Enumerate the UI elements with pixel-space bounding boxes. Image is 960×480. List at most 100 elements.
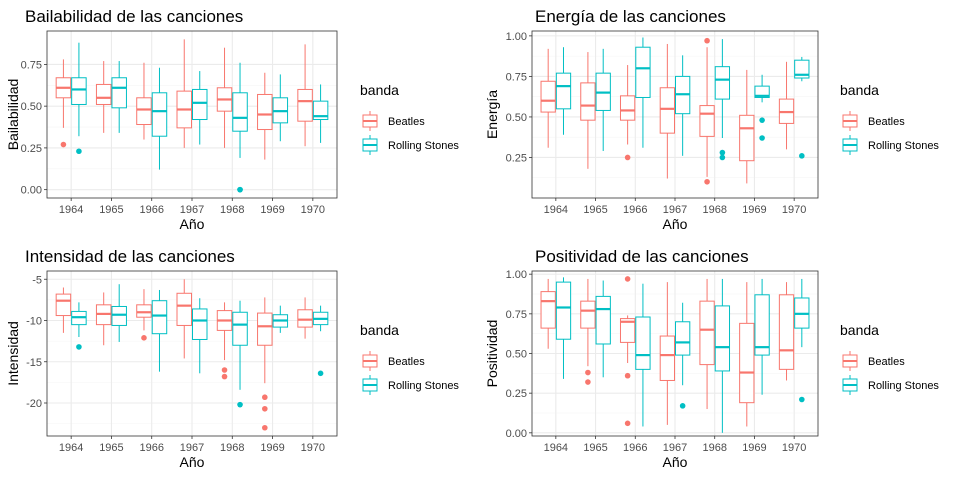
legend-label: Rolling Stones bbox=[388, 380, 459, 392]
boxplot-rolling-stones-1970 bbox=[794, 278, 810, 403]
x-tick-label: 1964 bbox=[544, 442, 568, 454]
boxplot-beatles-1970 bbox=[297, 44, 313, 147]
legend-label: Beatles bbox=[868, 116, 905, 128]
x-tick-label: 1969 bbox=[260, 442, 284, 454]
boxplot-rolling-stones-1964 bbox=[71, 42, 87, 155]
legend: banda Beatles Rolling Stones bbox=[360, 322, 459, 395]
legend-label: Rolling Stones bbox=[868, 380, 939, 392]
x-tick-label: 1970 bbox=[782, 442, 806, 454]
box bbox=[714, 66, 731, 100]
x-tick-label: 1966 bbox=[139, 442, 163, 454]
x-tick-label: 1964 bbox=[59, 204, 83, 216]
boxplot-beatles-1969 bbox=[739, 69, 755, 184]
outlier-point bbox=[799, 153, 805, 159]
boxplot-rolling-stones-1966 bbox=[151, 289, 168, 372]
box bbox=[555, 281, 572, 340]
box bbox=[257, 312, 273, 346]
y-tick-label: 0.75 bbox=[506, 309, 527, 321]
y-tick-label: 0.75 bbox=[506, 71, 527, 83]
box bbox=[794, 59, 810, 79]
y-tick-label: 0.00 bbox=[506, 428, 527, 440]
y-tick-label: 0.25 bbox=[506, 152, 527, 164]
x-tick-label: 1966 bbox=[623, 442, 647, 454]
boxplot-beatles-1968 bbox=[216, 302, 233, 380]
boxplot-beatles-1967 bbox=[176, 39, 192, 148]
x-axis-title: Año bbox=[663, 454, 688, 470]
boxplot-beatles-1969 bbox=[257, 297, 273, 431]
x-axis-title: Año bbox=[180, 216, 205, 232]
y-tick-label: 1.00 bbox=[506, 31, 527, 43]
outlier-point bbox=[237, 186, 243, 193]
outlier-point bbox=[262, 405, 268, 412]
outlier-point bbox=[759, 117, 765, 123]
boxplot-rolling-stones-1969 bbox=[272, 305, 289, 333]
outlier-point bbox=[719, 154, 726, 161]
x-tick-label: 1966 bbox=[139, 204, 163, 216]
x-tick-label: 1969 bbox=[742, 204, 766, 216]
box bbox=[699, 300, 715, 366]
legend-key-beatles bbox=[362, 351, 378, 371]
outlier-point bbox=[799, 396, 805, 403]
box bbox=[297, 309, 313, 328]
boxplot-beatles-1967 bbox=[176, 279, 192, 359]
panel-1: 0.00 0.25 0.50 0.75 1964 1965 1966 1967 1968 1969… bbox=[5, 7, 459, 232]
x-tick-label: 1967 bbox=[663, 442, 687, 454]
x-tick-label: 1968 bbox=[702, 204, 726, 216]
box bbox=[151, 92, 168, 137]
boxplot-rolling-stones-1968 bbox=[714, 39, 731, 161]
boxplot-beatles-1966 bbox=[619, 276, 636, 427]
y-tick-label: -5 bbox=[32, 274, 42, 286]
boxplot-rolling-stones-1965 bbox=[111, 61, 127, 133]
x-tick-label: 1967 bbox=[180, 442, 204, 454]
legend-title: banda bbox=[360, 82, 399, 98]
chart-title: Energía de las canciones bbox=[535, 7, 726, 26]
outlier-point bbox=[585, 379, 591, 385]
boxplot-rolling-stones-1964 bbox=[71, 302, 87, 350]
legend-key-rolling-stones bbox=[842, 375, 858, 395]
boxplot-beatles-1970 bbox=[778, 61, 795, 150]
outlier-point bbox=[624, 420, 631, 427]
box bbox=[297, 88, 313, 122]
box bbox=[71, 77, 87, 105]
boxplot-rolling-stones-1968 bbox=[714, 278, 731, 433]
box bbox=[580, 82, 596, 121]
box bbox=[111, 305, 127, 326]
outlier-point bbox=[624, 372, 631, 379]
box bbox=[739, 114, 755, 162]
x-tick-label: 1964 bbox=[544, 204, 568, 216]
boxplot-beatles-1964 bbox=[540, 278, 556, 349]
legend-label: Rolling Stones bbox=[868, 140, 939, 152]
legend-key-beatles bbox=[842, 111, 858, 131]
legend-label: Beatles bbox=[868, 356, 905, 368]
boxplot-rolling-stones-1970 bbox=[312, 84, 329, 143]
x-tick-label: 1969 bbox=[742, 442, 766, 454]
chart-title: Intensidad de las canciones bbox=[25, 247, 235, 266]
boxplot-rolling-stones-1968 bbox=[232, 300, 248, 408]
boxplot-beatles-1966 bbox=[136, 62, 152, 140]
box bbox=[111, 77, 127, 109]
x-tick-label: 1966 bbox=[623, 204, 647, 216]
legend-label: Rolling Stones bbox=[388, 140, 459, 152]
boxplot-rolling-stones-1967 bbox=[192, 71, 208, 145]
box bbox=[540, 291, 556, 329]
outlier-point bbox=[141, 335, 147, 341]
boxplot-beatles-1964 bbox=[55, 59, 72, 148]
boxplot-beatles-1966 bbox=[619, 65, 636, 161]
outlier-point bbox=[76, 148, 82, 155]
box bbox=[714, 305, 731, 372]
box bbox=[136, 304, 152, 318]
y-tick-label: 0.50 bbox=[21, 101, 42, 113]
x-tick-label: 1968 bbox=[220, 442, 244, 454]
boxplot-rolling-stones-1964 bbox=[555, 277, 572, 379]
boxplot-beatles-1966 bbox=[136, 289, 152, 341]
box bbox=[754, 85, 770, 98]
legend: banda Beatles Rolling Stones bbox=[360, 82, 459, 155]
box bbox=[192, 308, 208, 340]
chart-title: Bailabilidad de las canciones bbox=[25, 7, 243, 26]
boxplot-rolling-stones-1965 bbox=[595, 280, 611, 378]
boxplot-rolling-stones-1966 bbox=[635, 283, 651, 427]
boxplot-rolling-stones-1967 bbox=[192, 298, 208, 374]
box bbox=[232, 92, 248, 132]
legend: banda Beatles Rolling Stones bbox=[840, 82, 939, 155]
x-tick-label: 1970 bbox=[301, 442, 325, 454]
